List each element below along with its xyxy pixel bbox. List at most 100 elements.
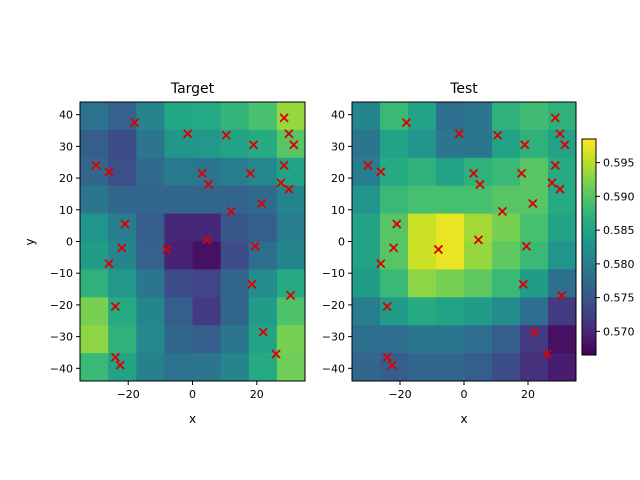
- heatmap-cell: [136, 185, 165, 214]
- heatmap-cell: [548, 297, 577, 326]
- colorbar-swatch: [582, 249, 596, 253]
- colorbar-swatch: [582, 171, 596, 175]
- colorbar-swatch: [582, 244, 596, 248]
- sample-point-marker: [110, 301, 120, 312]
- heatmap-cell: [436, 269, 465, 298]
- heatmap-cell: [164, 325, 193, 354]
- heatmap-cell: [108, 269, 137, 298]
- heatmap-cell: [108, 325, 137, 354]
- heatmap-cell: [136, 213, 165, 242]
- heatmap-cell: [464, 129, 493, 159]
- heatmap-cell: [408, 297, 437, 326]
- x-tick-label: −20: [117, 388, 140, 401]
- heatmap-cell: [192, 102, 222, 131]
- heatmap-cell: [464, 297, 493, 326]
- y-tick-label: 10: [331, 204, 345, 217]
- sample-point-marker: [550, 113, 560, 123]
- heatmap-cell: [352, 157, 381, 187]
- colorbar-swatch: [582, 209, 596, 213]
- target-chart-title: Target: [170, 81, 215, 97]
- heatmap-cell: [548, 129, 577, 159]
- heatmap-cell: [276, 241, 306, 270]
- heatmap-cell: [436, 213, 465, 242]
- heatmap-cell: [492, 102, 521, 131]
- sample-point-marker: [247, 279, 257, 289]
- heatmap-cell: [276, 269, 306, 298]
- sample-point-marker: [276, 178, 286, 188]
- heatmap-cell: [276, 185, 306, 214]
- heatmap-cell: [520, 297, 549, 326]
- colorbar-swatch: [582, 328, 596, 332]
- heatmap-cell: [352, 297, 381, 326]
- x-tick-label: 20: [521, 388, 535, 401]
- colorbar-swatch: [582, 301, 596, 305]
- heatmap-cell: [464, 213, 493, 242]
- heatmap-cell: [80, 325, 109, 354]
- colorbar-swatch: [582, 303, 596, 307]
- colorbar-swatch: [582, 190, 596, 194]
- colorbar-swatch: [582, 252, 596, 256]
- y-tick-label: 30: [59, 140, 73, 153]
- colorbar-swatch: [582, 149, 596, 153]
- colorbar-swatch: [582, 274, 596, 278]
- colorbar-swatch: [582, 333, 596, 337]
- heatmap-cell: [108, 297, 137, 326]
- colorbar-swatch: [582, 341, 596, 345]
- sample-point-marker: [221, 130, 231, 140]
- colorbar-swatch: [582, 263, 596, 267]
- y-tick-label: 0: [338, 236, 345, 249]
- heatmap-cell: [136, 102, 165, 131]
- colorbar-tick-label: 0.580: [603, 258, 635, 271]
- colorbar-swatch: [582, 144, 596, 148]
- y-tick-label: 40: [331, 109, 345, 122]
- heatmap-cell: [108, 157, 137, 187]
- heatmap-cell: [408, 325, 437, 354]
- colorbar-swatch: [582, 195, 596, 199]
- colorbar-swatch: [582, 141, 596, 145]
- heatmap-cell: [436, 353, 465, 382]
- colorbar-swatch: [582, 330, 596, 334]
- target-heatmap-panel: −20 0 20 40 30 20 10 0 −10 −20 −30 −40: [50, 101, 306, 401]
- x-tick-label: 0: [189, 388, 196, 401]
- heatmap-cell: [220, 157, 250, 187]
- colorbar-swatch: [582, 201, 596, 205]
- heatmap-cell: [352, 353, 381, 382]
- heatmap-cell: [436, 325, 465, 354]
- colorbar-swatch: [582, 182, 596, 186]
- heatmap-cell: [80, 213, 109, 242]
- heatmap-cell: [520, 102, 549, 131]
- sample-point-marker: [202, 235, 212, 245]
- colorbar-swatch: [582, 346, 596, 351]
- heatmap-cell: [408, 157, 437, 187]
- colorbar-swatch: [582, 168, 596, 172]
- heatmap-cell: [464, 269, 493, 298]
- heatmap-cell: [492, 157, 521, 187]
- y-tick-label: 20: [331, 172, 345, 185]
- sample-point-marker: [256, 198, 267, 209]
- heatmap-cell: [192, 269, 222, 298]
- colorbar-swatch: [582, 147, 596, 151]
- heatmap-cell: [408, 185, 437, 214]
- heatmap-cell: [164, 297, 193, 326]
- colorbar-swatch: [582, 284, 596, 288]
- sample-point-marker: [117, 243, 127, 253]
- colorbar-swatch: [582, 139, 596, 143]
- sample-point-marker: [388, 243, 399, 253]
- heatmap-cell: [192, 241, 222, 270]
- y-tick-label: −40: [322, 362, 345, 375]
- colorbar-swatch: [582, 238, 596, 243]
- heatmap-cell: [548, 269, 577, 298]
- heatmap-cell: [192, 353, 222, 382]
- sample-point-marker: [248, 140, 259, 150]
- heatmap-cell: [220, 213, 250, 242]
- x-tick-label: −20: [388, 388, 411, 401]
- sample-point-marker: [363, 160, 373, 171]
- heatmap-cell: [520, 185, 549, 214]
- heatmap-cell: [380, 241, 409, 270]
- colorbar-swatch: [582, 352, 596, 356]
- heatmap-cell: [548, 185, 577, 214]
- colorbar-swatch: [582, 257, 596, 261]
- sample-point-marker: [555, 184, 565, 194]
- sample-point-marker: [550, 160, 560, 171]
